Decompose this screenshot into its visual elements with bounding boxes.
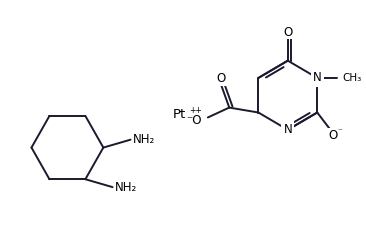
Text: O: O: [283, 25, 292, 39]
Text: N: N: [313, 72, 322, 84]
Text: N: N: [283, 123, 292, 136]
Text: NH₂: NH₂: [115, 181, 137, 194]
Text: ⁻: ⁻: [337, 128, 342, 137]
Text: CH₃: CH₃: [343, 73, 362, 83]
Text: O: O: [217, 72, 226, 85]
Text: O: O: [328, 129, 337, 142]
Text: Pt: Pt: [172, 109, 186, 121]
Text: ⁻O: ⁻O: [187, 114, 202, 127]
Text: NH₂: NH₂: [132, 133, 155, 146]
Text: ++: ++: [189, 106, 202, 115]
